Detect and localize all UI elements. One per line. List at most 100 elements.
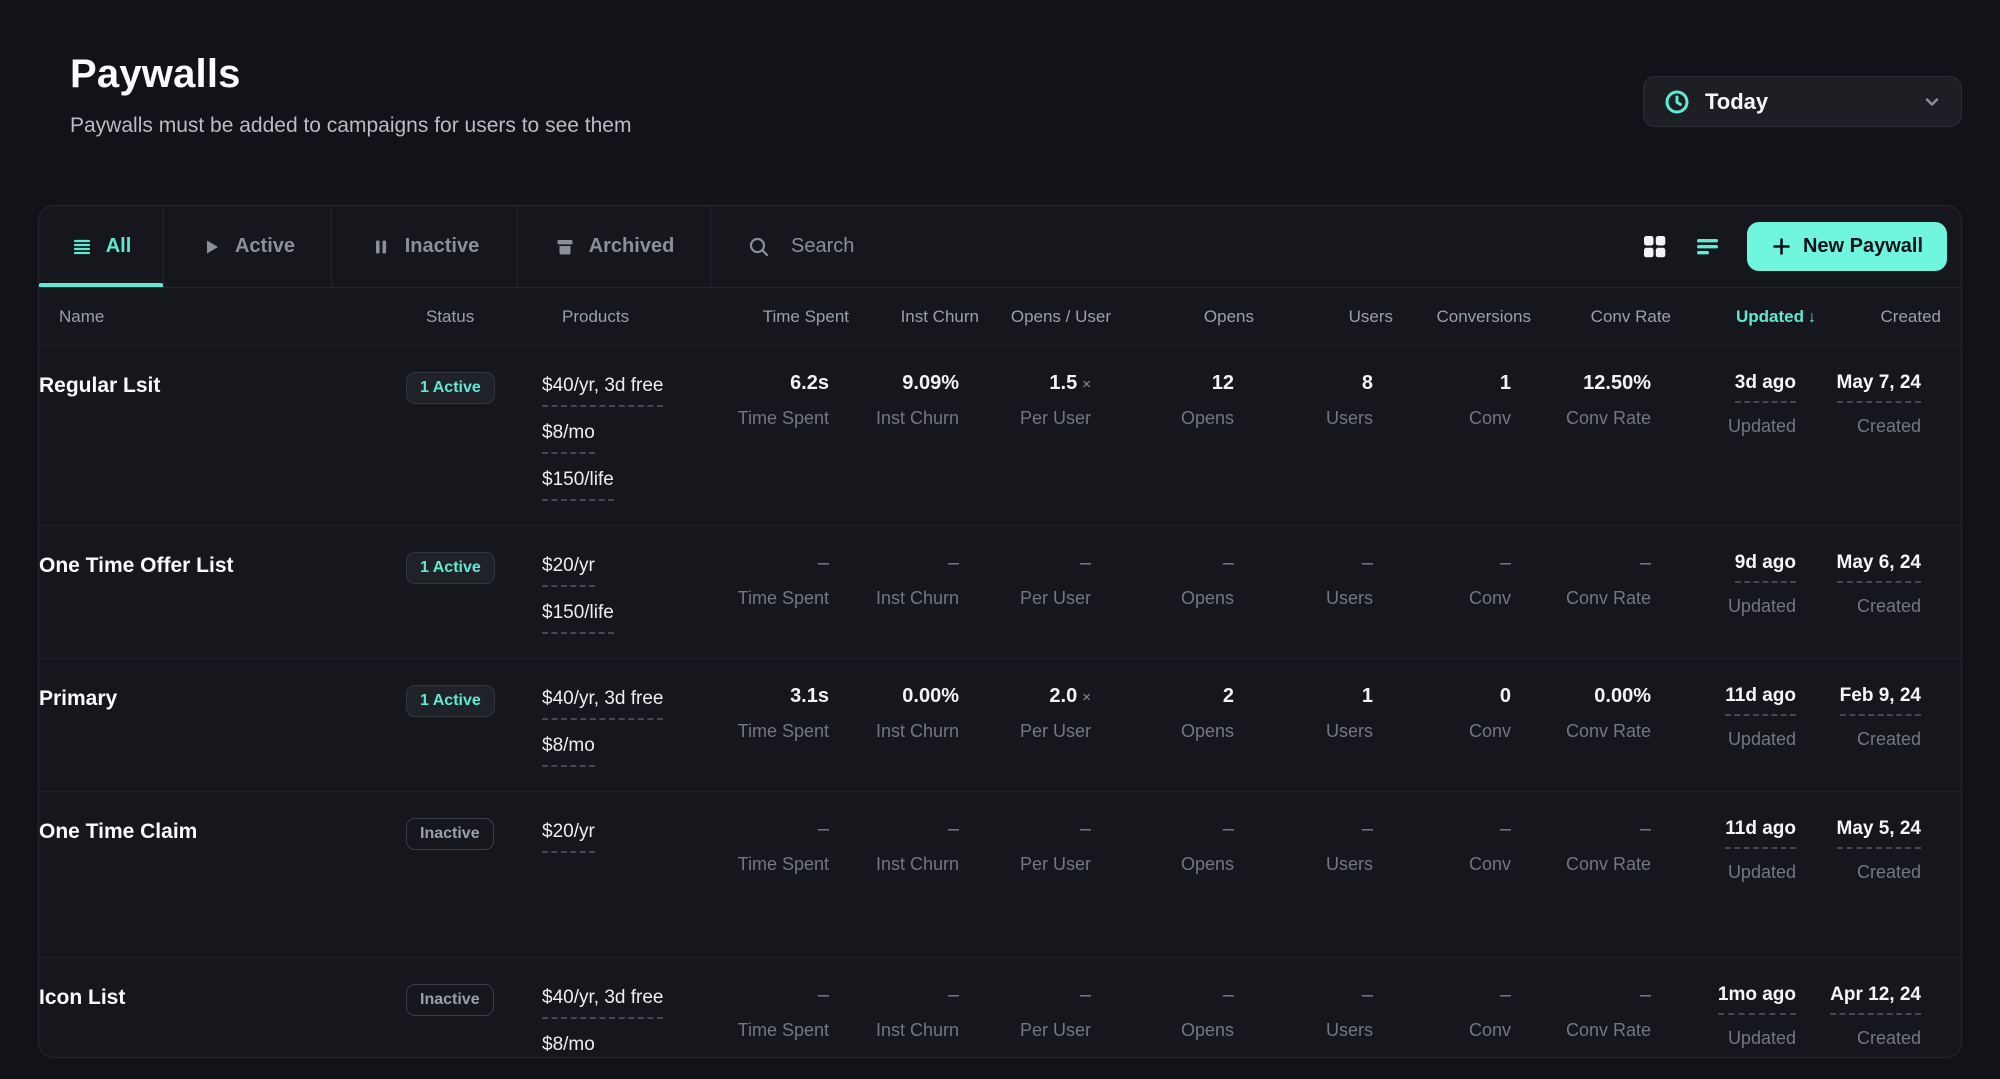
product-price[interactable]: $20/yr: [542, 821, 595, 853]
page-subtitle: Paywalls must be added to campaigns for …: [70, 114, 632, 137]
grid-view-icon[interactable]: [1641, 233, 1668, 260]
product-price[interactable]: $150/life: [542, 469, 614, 501]
stat-opens: – Opens: [1091, 984, 1234, 1041]
col-header-users[interactable]: Users: [1348, 306, 1393, 326]
page-heading-block: Paywalls Paywalls must be added to campa…: [70, 52, 631, 138]
tab-archived[interactable]: Archived: [518, 206, 711, 287]
stat-label: Created: [1856, 862, 1921, 882]
created-value[interactable]: May 7, 24: [1836, 372, 1921, 403]
new-paywall-label: New Paywall: [1802, 235, 1923, 257]
date-range-dropdown[interactable]: Today: [1643, 76, 1962, 127]
status-badge: 1 Active: [406, 552, 495, 584]
stat-label: Opens: [1180, 721, 1234, 741]
date-range-value: Today: [1705, 88, 1769, 114]
col-header-conv-rate[interactable]: Conv Rate: [1590, 306, 1671, 326]
stat-inst-churn: 9.09% Inst Churn: [829, 372, 959, 429]
search-input[interactable]: [791, 235, 1211, 258]
tab-all[interactable]: All: [39, 206, 164, 287]
stat-time-spent: 3.1s Time Spent: [697, 685, 829, 742]
pause-icon: [375, 240, 386, 253]
col-header-opens-user[interactable]: Opens / User: [1010, 306, 1111, 326]
col-header-opens[interactable]: Opens: [1203, 306, 1254, 326]
products-list: $40/yr, 3d free $8/mo $150/life: [542, 372, 697, 501]
product-price[interactable]: $8/mo: [542, 1034, 595, 1057]
stat-users: 8 Users: [1234, 372, 1373, 429]
stat-value: –: [1079, 552, 1091, 574]
tab-inactive-label: Inactive: [404, 235, 480, 257]
stat-value: –: [1222, 818, 1234, 840]
stat-conv-rate: – Conv Rate: [1511, 552, 1651, 609]
stat-time-spent: – Time Spent: [697, 984, 829, 1041]
stat-label: Conv Rate: [1565, 588, 1651, 608]
created-value[interactable]: Apr 12, 24: [1830, 984, 1921, 1015]
stat-label: Per User: [1019, 588, 1091, 608]
col-header-name[interactable]: Name: [59, 306, 105, 326]
product-price[interactable]: $8/mo: [542, 422, 595, 454]
updated-value[interactable]: 3d ago: [1734, 372, 1796, 403]
col-header-updated-label: Updated: [1736, 306, 1804, 326]
chevron-down-icon: [1921, 91, 1943, 113]
multiplier-unit: ×: [1082, 689, 1091, 706]
stat-label: Updated: [1727, 596, 1796, 616]
col-header-products[interactable]: Products: [562, 306, 630, 326]
stat-conv-rate: 12.50% Conv Rate: [1511, 372, 1651, 429]
stat-value: –: [1222, 984, 1234, 1006]
table-row[interactable]: Regular Lsit 1 Active $40/yr, 3d free $8…: [39, 346, 1961, 526]
list-view-icon[interactable]: [1694, 233, 1721, 260]
stat-label: Opens: [1180, 408, 1234, 428]
stat-label: Per User: [1019, 721, 1091, 741]
play-icon: [206, 240, 218, 253]
tab-active[interactable]: Active: [164, 206, 332, 287]
stat-value: 6.2s: [790, 372, 829, 394]
stat-value: 2: [1222, 685, 1234, 707]
stat-label: Created: [1856, 729, 1921, 749]
stat-value: –: [1639, 818, 1651, 840]
table-row[interactable]: Icon List Inactive $40/yr, 3d free $8/mo…: [39, 958, 1961, 1057]
stat-label: Inst Churn: [875, 721, 959, 741]
stat-value: –: [1079, 818, 1091, 840]
col-header-created[interactable]: Created: [1880, 306, 1941, 326]
stat-label: Time Spent: [737, 854, 829, 874]
created-cell: May 6, 24 Created: [1796, 552, 1921, 617]
paywall-name: Regular Lsit: [39, 374, 161, 397]
stat-value: 1: [1499, 372, 1511, 394]
stat-value: 0.00%: [1594, 685, 1651, 707]
col-header-inst-churn[interactable]: Inst Churn: [900, 306, 979, 326]
clock-icon: [1664, 89, 1690, 115]
table-row[interactable]: One Time Claim Inactive $20/yr – Time Spe…: [39, 792, 1961, 958]
search-icon: [749, 237, 769, 256]
col-header-status[interactable]: Status: [426, 306, 475, 326]
paywall-name: Icon List: [39, 986, 126, 1009]
product-price[interactable]: $40/yr, 3d free: [542, 375, 664, 407]
new-paywall-button[interactable]: New Paywall: [1746, 222, 1947, 271]
stat-value: –: [1499, 818, 1511, 840]
stat-label: Conv Rate: [1565, 408, 1651, 428]
col-header-time-spent[interactable]: Time Spent: [762, 306, 849, 326]
product-price[interactable]: $40/yr, 3d free: [542, 688, 664, 720]
updated-value[interactable]: 9d ago: [1734, 552, 1796, 583]
updated-value[interactable]: 11d ago: [1725, 818, 1796, 849]
product-price[interactable]: $20/yr: [542, 555, 595, 587]
stat-label: Updated: [1727, 862, 1796, 882]
tab-inactive[interactable]: Inactive: [332, 206, 518, 287]
col-header-conversions[interactable]: Conversions: [1436, 306, 1532, 326]
updated-value[interactable]: 1mo ago: [1717, 984, 1796, 1015]
product-price[interactable]: $150/life: [542, 602, 614, 634]
stat-label: Conv: [1468, 854, 1511, 874]
stat-value: –: [1222, 552, 1234, 574]
status-badge: 1 Active: [406, 372, 495, 404]
updated-value[interactable]: 11d ago: [1725, 685, 1796, 716]
created-value[interactable]: May 6, 24: [1836, 552, 1921, 583]
created-value[interactable]: Feb 9, 24: [1839, 685, 1921, 716]
stat-time-spent: 6.2s Time Spent: [697, 372, 829, 429]
col-header-updated[interactable]: Updated ↓: [1671, 307, 1816, 327]
table-row[interactable]: Primary 1 Active $40/yr, 3d free $8/mo 3…: [39, 659, 1961, 792]
product-price[interactable]: $40/yr, 3d free: [542, 987, 664, 1019]
stat-conversions: – Conv: [1373, 552, 1511, 609]
product-price[interactable]: $8/mo: [542, 735, 595, 767]
table-row[interactable]: One Time Offer List 1 Active $20/yr $150…: [39, 526, 1961, 659]
tab-active-label: Active: [234, 235, 296, 257]
stat-inst-churn: – Inst Churn: [829, 984, 959, 1041]
stat-value: 0.00%: [902, 685, 959, 707]
created-value[interactable]: May 5, 24: [1836, 818, 1921, 849]
